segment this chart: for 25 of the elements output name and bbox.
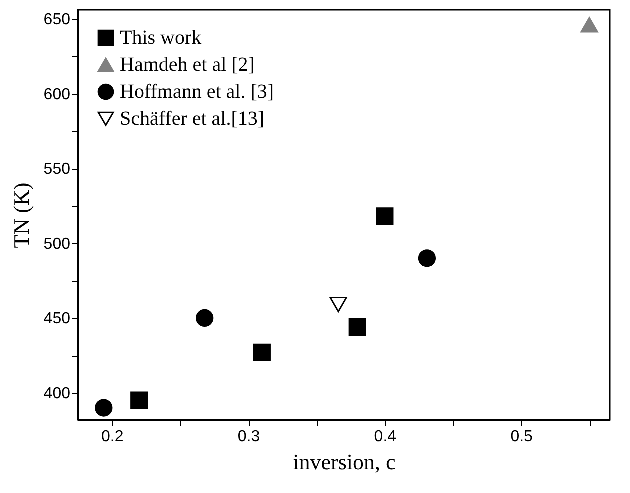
y-tick-label: 600: [44, 86, 71, 104]
x-tick-label: 0.2: [101, 428, 124, 446]
x-tick-label: 0.4: [374, 428, 397, 446]
point: [130, 392, 148, 410]
point: [95, 399, 113, 417]
y-tick-label: 450: [44, 310, 71, 328]
x-axis-title: inversion, c: [293, 450, 396, 474]
point: [253, 344, 271, 362]
x-tick-label: 0.3: [238, 428, 260, 446]
y-axis-title: TN (K): [8, 182, 34, 248]
point: [376, 208, 394, 226]
y-tick-label: 500: [44, 236, 71, 253]
y-tick-label: 550: [44, 161, 71, 178]
point: [418, 250, 436, 268]
y-tick-label: 650: [44, 11, 71, 28]
x-tick-label: 0.5: [510, 428, 534, 446]
point: [196, 309, 214, 328]
legend-label: Hamdeh et al [2]: [120, 54, 255, 76]
legend-label: Schäffer et al.[13]: [120, 108, 265, 130]
point: [348, 318, 366, 336]
legend-label: Hoffmann et al. [3]: [120, 81, 274, 103]
point: [330, 297, 348, 313]
point: [580, 17, 598, 33]
legend-label: This work: [120, 27, 202, 49]
y-tick-label: 400: [44, 386, 71, 403]
